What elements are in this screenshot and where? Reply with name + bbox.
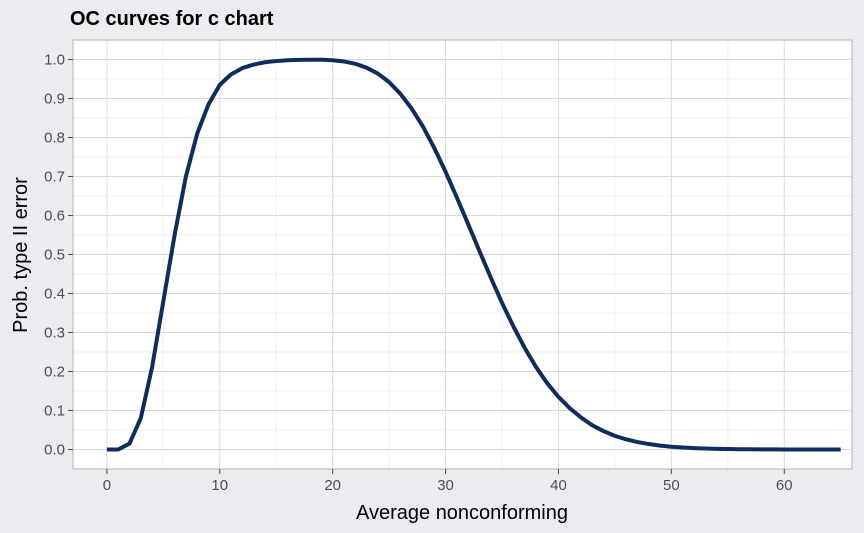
x-tick-label: 0 xyxy=(103,477,111,494)
y-axis: 0.0 0.1 0.2 0.3 0.4 0.5 0.6 0.7 0.8 0.9 1.0 xyxy=(44,52,73,459)
y-tick-label: 0.5 xyxy=(44,247,65,264)
x-tick-label: 10 xyxy=(211,477,228,494)
major-gridlines xyxy=(73,40,852,469)
y-tick-label: 0.0 xyxy=(44,442,65,459)
y-tick-label: 0.6 xyxy=(44,208,65,225)
y-tick-label: 0.7 xyxy=(44,169,65,186)
x-tick-label: 30 xyxy=(437,477,454,494)
y-tick-label: 0.3 xyxy=(44,325,65,342)
series-line xyxy=(106,57,841,452)
x-tick-label: 50 xyxy=(663,477,680,494)
series-layer xyxy=(106,57,841,452)
x-tick-label: 40 xyxy=(550,477,567,494)
y-tick-label: 0.9 xyxy=(44,91,65,108)
y-tick-label: 0.1 xyxy=(44,403,65,420)
minor-gridlines xyxy=(73,40,852,469)
y-tick-label: 1.0 xyxy=(44,52,65,69)
x-tick-label: 60 xyxy=(776,477,793,494)
x-axis: 0 10 20 30 40 50 60 xyxy=(103,469,793,494)
x-tick-label: 20 xyxy=(324,477,341,494)
y-tick-label: 0.4 xyxy=(44,286,65,303)
y-tick-label: 0.8 xyxy=(44,130,65,147)
x-axis-title: Average nonconforming xyxy=(356,502,568,524)
y-tick-label: 0.2 xyxy=(44,364,65,381)
chart-title: OC curves for c chart xyxy=(70,8,274,30)
y-axis-title: Prob. type II error xyxy=(10,177,32,333)
